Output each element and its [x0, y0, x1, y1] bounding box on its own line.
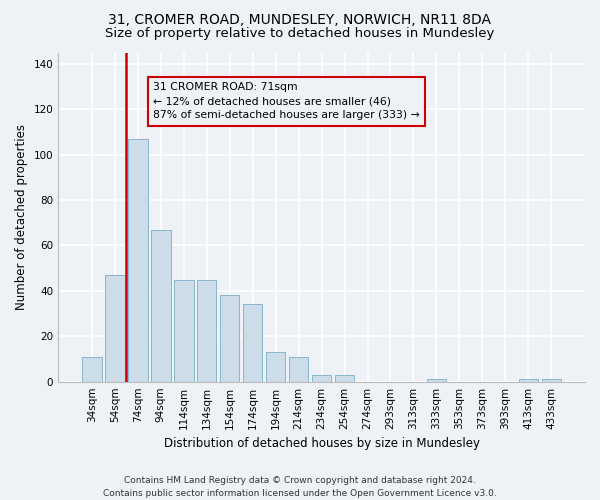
Bar	[220, 296, 239, 382]
Bar	[243, 304, 262, 382]
Bar	[266, 352, 286, 382]
Bar	[197, 280, 217, 382]
Bar	[128, 139, 148, 382]
X-axis label: Distribution of detached houses by size in Mundesley: Distribution of detached houses by size …	[164, 437, 479, 450]
Bar	[542, 380, 561, 382]
Text: 31, CROMER ROAD, MUNDESLEY, NORWICH, NR11 8DA: 31, CROMER ROAD, MUNDESLEY, NORWICH, NR1…	[109, 12, 491, 26]
Bar	[82, 356, 101, 382]
Bar	[312, 375, 331, 382]
Bar	[427, 380, 446, 382]
Bar	[518, 380, 538, 382]
Y-axis label: Number of detached properties: Number of detached properties	[15, 124, 28, 310]
Bar	[151, 230, 170, 382]
Text: 31 CROMER ROAD: 71sqm
← 12% of detached houses are smaller (46)
87% of semi-deta: 31 CROMER ROAD: 71sqm ← 12% of detached …	[153, 82, 420, 120]
Bar	[289, 356, 308, 382]
Bar	[174, 280, 194, 382]
Bar	[105, 275, 125, 382]
Text: Contains HM Land Registry data © Crown copyright and database right 2024.
Contai: Contains HM Land Registry data © Crown c…	[103, 476, 497, 498]
Text: Size of property relative to detached houses in Mundesley: Size of property relative to detached ho…	[106, 28, 494, 40]
Bar	[335, 375, 355, 382]
